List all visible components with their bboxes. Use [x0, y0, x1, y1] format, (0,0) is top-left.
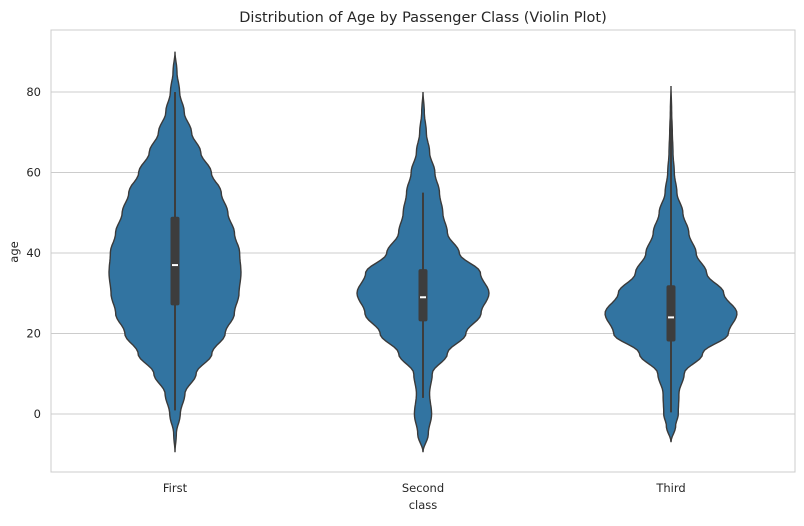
violins — [108, 51, 738, 453]
y-tick-label: 80 — [26, 85, 41, 99]
y-tick-label: 20 — [26, 327, 41, 341]
x-axis-label: class — [409, 498, 438, 512]
x-tick-label: Third — [655, 481, 685, 495]
iqr-box-third — [666, 285, 676, 342]
y-tick-label: 60 — [26, 166, 41, 180]
x-tick-label: Second — [402, 481, 444, 495]
x-tick-label: First — [163, 481, 188, 495]
iqr-box-first — [170, 216, 180, 306]
y-tick-label: 0 — [34, 407, 41, 421]
y-axis-label: age — [7, 241, 21, 262]
plot-area-frame — [50, 29, 796, 473]
chart-title: Distribution of Age by Passenger Class (… — [239, 10, 606, 26]
x-tick-labels: First Second Third — [163, 481, 686, 495]
iqr-box-second — [418, 269, 428, 322]
y-tick-labels: 0 20 40 60 80 — [26, 85, 41, 421]
y-tick-label: 40 — [26, 246, 41, 260]
